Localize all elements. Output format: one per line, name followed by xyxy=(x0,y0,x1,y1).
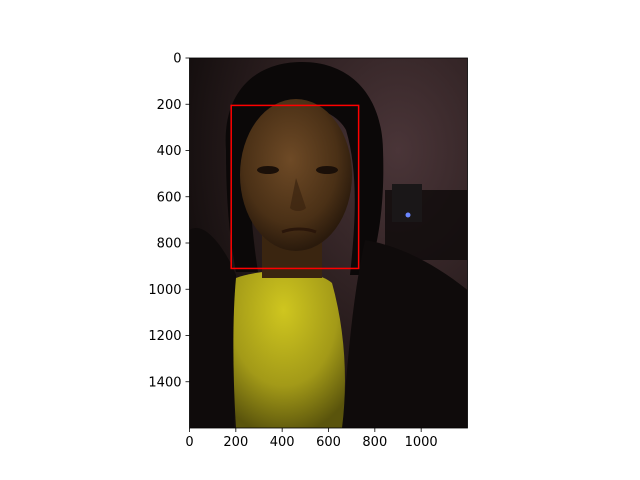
y-tick-label: 600 xyxy=(157,190,182,205)
y-tick-label: 1000 xyxy=(148,283,181,298)
x-tick-label: 600 xyxy=(316,435,341,450)
right-eye xyxy=(316,166,338,174)
left-eye xyxy=(257,166,279,174)
x-tick-label: 400 xyxy=(270,435,295,450)
background-light xyxy=(405,212,411,218)
nose xyxy=(290,178,306,211)
x-axis: 0 200 400 600 800 1000 xyxy=(185,428,438,450)
sweater xyxy=(233,271,345,428)
x-tick-label: 200 xyxy=(223,435,248,450)
y-tick-label: 400 xyxy=(157,144,182,159)
y-tick-label: 800 xyxy=(157,237,182,252)
hair xyxy=(225,61,384,275)
image-content xyxy=(189,58,468,428)
mouth xyxy=(281,227,317,234)
y-tick-label: 0 xyxy=(173,52,181,67)
y-axis: 0 200 400 600 800 1000 1200 1400 xyxy=(148,52,190,390)
y-tick-label: 1400 xyxy=(148,375,181,390)
x-tick-label: 800 xyxy=(362,435,387,450)
face xyxy=(240,99,352,251)
x-tick-label: 0 xyxy=(185,435,193,450)
y-tick-label: 200 xyxy=(157,98,182,113)
face-detection-box xyxy=(230,104,360,270)
jacket xyxy=(189,228,468,428)
x-tick-label: 1000 xyxy=(405,435,438,450)
y-tick-label: 1200 xyxy=(148,329,181,344)
